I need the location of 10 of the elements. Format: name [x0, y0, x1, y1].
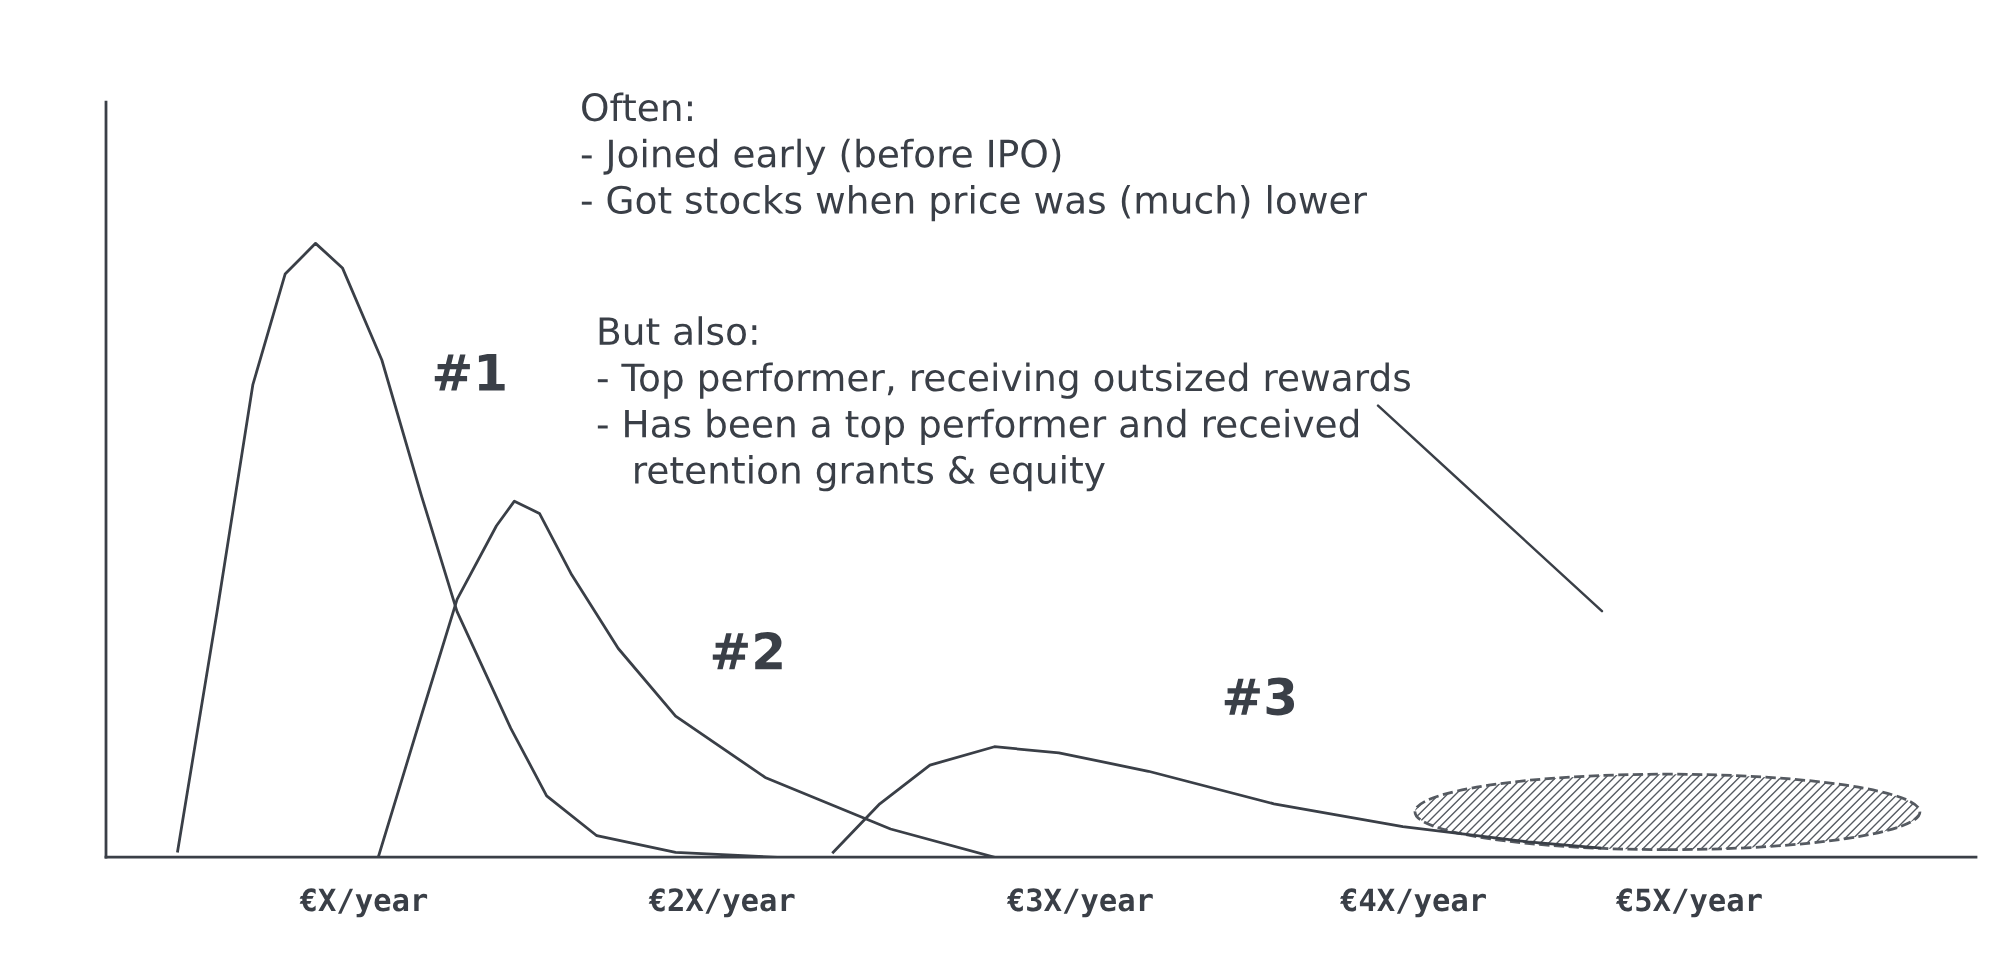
- series-label: #3: [1224, 677, 1295, 716]
- annotation: But also: - Top performer, receiving outsized rewards - Has been a top performer and received retention grants & equity: [597, 316, 1410, 492]
- x-tick-label: €3X/year: [1006, 888, 1153, 918]
- x-tick-label: €4X/year: [1340, 888, 1486, 918]
- x-tick-label: €X/year: [299, 888, 428, 918]
- x-tick-label: €2X/year: [648, 888, 795, 918]
- series-label: #2: [712, 632, 782, 670]
- series-label: #1: [434, 354, 505, 391]
- text: Often: - Joined early (before IPO) - Got stocks when price was (much) lower: [581, 92, 1367, 222]
- x-tick-label: €5X/year: [1615, 888, 1762, 918]
